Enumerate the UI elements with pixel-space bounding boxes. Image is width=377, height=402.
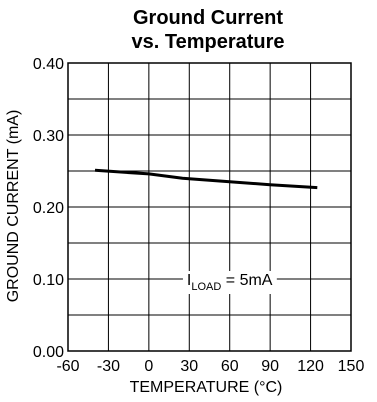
y-axis-label: GROUND CURRENT (mA) xyxy=(5,110,22,303)
y-tick-label: 0.00 xyxy=(33,344,64,361)
load-annotation: ILOAD = 5mA xyxy=(187,272,273,293)
x-tick-label: 120 xyxy=(297,358,324,375)
plot-frame xyxy=(67,62,352,352)
x-tick-label: -30 xyxy=(97,358,120,375)
grid xyxy=(67,62,352,352)
annotation-main: I xyxy=(187,272,191,289)
x-tick-label: 0 xyxy=(144,358,153,375)
y-tick-label: 0.40 xyxy=(33,56,64,73)
chart-title-line-1: Ground Current xyxy=(133,7,283,29)
y-tick-label: 0.30 xyxy=(33,128,64,145)
annotation-background xyxy=(182,271,277,294)
y-tick-labels: 0.00 0.10 0.20 0.30 0.40 xyxy=(33,56,64,361)
series-line-0 xyxy=(94,168,318,190)
x-axis-label: TEMPERATURE (°C) xyxy=(130,379,283,396)
x-tick-label: 60 xyxy=(221,358,239,375)
x-tick-label: 30 xyxy=(180,358,198,375)
series-layer xyxy=(94,168,318,190)
annotation-subscript: LOAD xyxy=(191,281,221,293)
y-tick-label: 0.10 xyxy=(33,272,64,289)
x-tick-labels: -60 -30 0 30 60 90 120 150 xyxy=(56,358,364,375)
chart-title-line-2: vs. Temperature xyxy=(131,31,284,53)
x-tick-label: 90 xyxy=(261,358,279,375)
y-tick-label: 0.20 xyxy=(33,200,64,217)
x-tick-label: 150 xyxy=(338,358,365,375)
x-tick-label: -60 xyxy=(56,358,79,375)
annotation-value: = 5mA xyxy=(221,272,272,289)
